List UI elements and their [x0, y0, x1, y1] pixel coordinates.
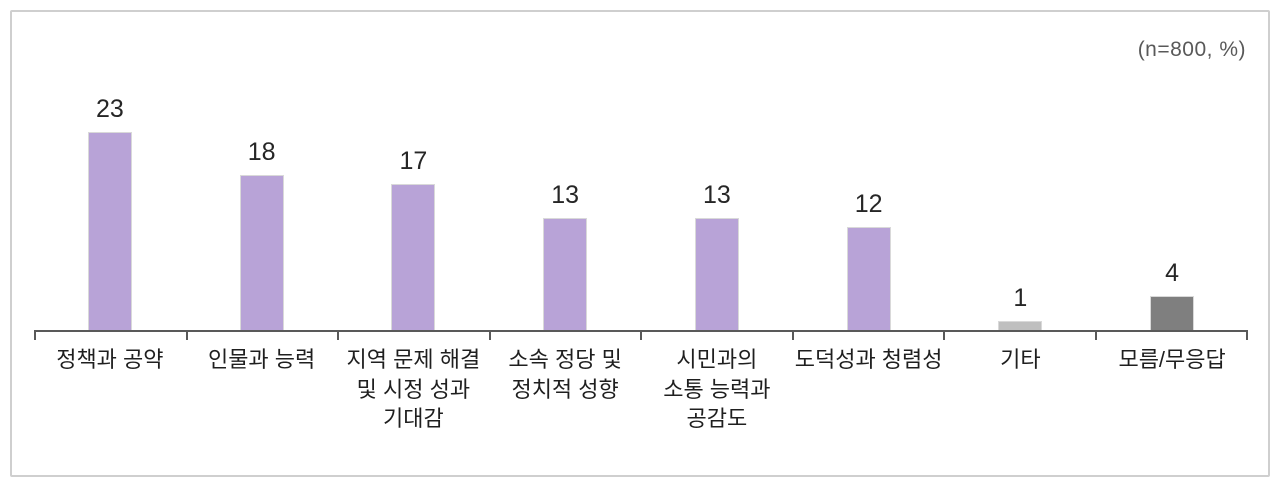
axis-tick-cell: [1094, 332, 1247, 340]
axis-tick-cell: [488, 332, 641, 340]
category-label: 소속 정당 및 정치적 성향: [508, 347, 622, 402]
bar-column: 13: [489, 90, 641, 330]
axis-tick-cell: [337, 332, 489, 340]
bar-value-label: 13: [702, 181, 731, 209]
axis-tick-cell: [791, 332, 944, 340]
bar-column: 23: [34, 90, 186, 330]
bar-value-label: 13: [551, 181, 580, 209]
category-label: 정책과 공약: [56, 347, 164, 372]
bar: [694, 218, 739, 330]
axis-tick-cell: [640, 332, 792, 340]
chart-frame: (n=800, %) 23 18 17 13 13 12 1 4 정책과 공약 인물과 능력 지역…: [10, 10, 1270, 477]
bar-column: 4: [1096, 90, 1248, 330]
bar-value-label: 4: [1165, 259, 1180, 287]
bar-value-label: 23: [95, 95, 124, 123]
bar: [239, 175, 284, 330]
axis-tick-cell: [185, 332, 338, 340]
bar-column: 12: [793, 90, 945, 330]
bar-column: 17: [338, 90, 490, 330]
bar: [543, 218, 588, 330]
bar-value-label: 17: [399, 147, 428, 175]
category-label: 모름/무응답: [1118, 347, 1226, 372]
bar: [998, 321, 1043, 330]
axis-tick-cell: [943, 332, 1095, 340]
bar-value-label: 12: [854, 190, 883, 218]
bar: [87, 132, 132, 330]
bar-chart-plot: 23 18 17 13 13 12 1 4 정책과 공약 인물과 능력 지역 문제 해결 및 시정…: [34, 90, 1248, 434]
bars-area: 23 18 17 13 13 12 1 4: [34, 90, 1248, 332]
category-label: 인물과 능력: [207, 347, 316, 372]
category-label: 기타: [1000, 347, 1041, 372]
axis-tick-cell: [34, 332, 186, 340]
sample-size-note: (n=800, %): [1137, 38, 1246, 61]
bar-column: 13: [641, 90, 793, 330]
bar-value-label: 18: [247, 138, 276, 166]
category-label: 도덕성과 청렴성: [794, 347, 943, 372]
bar: [846, 227, 891, 330]
bar-value-label: 1: [1013, 284, 1028, 312]
bar: [1150, 296, 1195, 330]
category-label: 지역 문제 해결 및 시정 성과 기대감: [346, 347, 481, 432]
bar-column: 18: [186, 90, 338, 330]
bar: [391, 184, 436, 330]
category-labels-row: 정책과 공약 인물과 능력 지역 문제 해결 및 시정 성과 기대감 소속 정당 및 …: [34, 345, 1248, 434]
x-axis-ticks: [34, 332, 1248, 340]
category-label: 시민과의 소통 능력과 공감도: [663, 347, 771, 432]
bar-column: 1: [945, 90, 1097, 330]
